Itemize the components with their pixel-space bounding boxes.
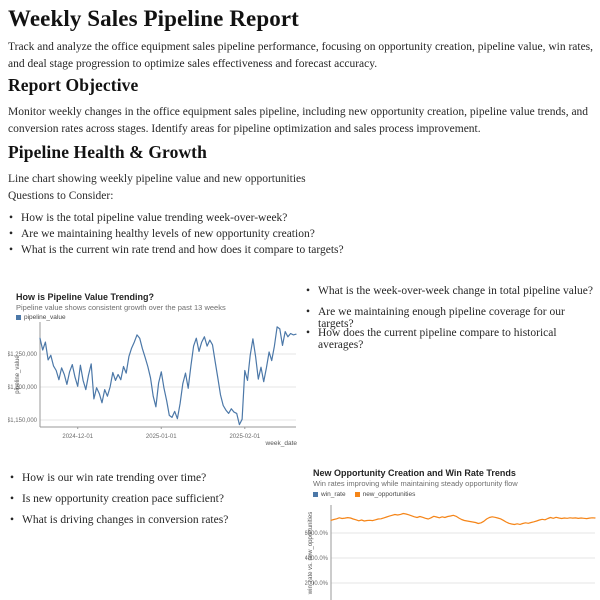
questions-list-win-rate: How is our win rate trending over time? …	[9, 472, 301, 535]
intro-text: Track and analyze the office equipment s…	[8, 41, 594, 70]
svg-text:pipeline_value: pipeline_value	[15, 355, 21, 394]
questions-label: Questions to Consider:	[8, 190, 114, 202]
svg-text:win_rate vs. new_opportunities: win_rate vs. new_opportunities	[308, 512, 314, 595]
legend-label: win_rate	[321, 491, 346, 498]
list-item: What is the week-over-week change in tot…	[305, 285, 597, 306]
svg-text:2024-12-01: 2024-12-01	[62, 434, 93, 440]
chart-subtitle: Pipeline value shows consistent growth o…	[16, 303, 226, 312]
svg-text:6000.0%: 6000.0%	[305, 531, 329, 537]
svg-text:2025-01-01: 2025-01-01	[146, 434, 177, 440]
chart-description-text: Line chart showing weekly pipeline value…	[8, 173, 306, 185]
svg-text:$1,200,000: $1,200,000	[8, 385, 38, 391]
svg-text:2025-02-01: 2025-02-01	[229, 434, 260, 440]
chart-legend: pipeline_value	[16, 314, 66, 321]
list-item: Is new opportunity creation pace suffici…	[9, 493, 301, 514]
list-item: How does the current pipeline compare to…	[305, 327, 597, 351]
svg-text:$1,250,000: $1,250,000	[8, 352, 38, 358]
page-title: Weekly Sales Pipeline Report	[8, 6, 299, 31]
legend-item: pipeline_value	[16, 314, 66, 321]
objective-text: Monitor weekly changes in the office equ…	[8, 106, 589, 135]
legend-swatch-orange	[354, 492, 360, 497]
pipeline-value-chart: How is Pipeline Value Trending? Pipeline…	[8, 290, 300, 456]
line-chart-canvas: 6000.0% 4000.0% 2000.0%win_rate vs. new_op…	[305, 505, 596, 600]
chart-title: How is Pipeline Value Trending?	[16, 292, 155, 302]
list-item: What is driving changes in conversion ra…	[9, 514, 301, 535]
list-item: Are we maintaining enough pipeline cover…	[305, 306, 597, 330]
section-heading-report-objective: Report Objective	[8, 75, 139, 95]
svg-text:$1,150,000: $1,150,000	[8, 418, 38, 424]
list-item: How is the total pipeline value trending…	[8, 210, 428, 226]
legend-swatch-blue	[313, 492, 318, 497]
questions-list-primary: How is the total pipeline value trending…	[8, 210, 428, 258]
chart-subtitle: Win rates improving while maintaining st…	[313, 479, 518, 488]
list-item: What is the current win rate trend and h…	[8, 242, 428, 258]
legend-item: win_rate	[313, 491, 346, 498]
legend-label: new_opportunities	[362, 491, 416, 498]
legend-label: pipeline_value	[24, 314, 66, 321]
legend-swatch-blue	[16, 315, 21, 320]
svg-text:week_date: week_date	[265, 440, 298, 447]
line-chart-canvas: $1,250,000 $1,200,000 $1,150,000 2024-12-01…	[8, 322, 298, 447]
list-item: How is our win rate trending over time?	[9, 472, 301, 493]
section-heading-pipeline-health: Pipeline Health & Growth	[8, 142, 207, 162]
questions-list-pipeline-value: What is the week-over-week change in tot…	[305, 285, 597, 351]
chart-legend: win_rate new_opportunities	[313, 491, 415, 498]
win-rate-chart: New Opportunity Creation and Win Rate Tr…	[305, 465, 600, 600]
chart-title: New Opportunity Creation and Win Rate Tr…	[313, 468, 516, 478]
legend-item: new_opportunities	[354, 491, 416, 498]
list-item: Are we maintaining healthy levels of new…	[8, 226, 428, 242]
svg-text:4000.0%: 4000.0%	[305, 556, 329, 562]
svg-text:2000.0%: 2000.0%	[305, 581, 329, 587]
